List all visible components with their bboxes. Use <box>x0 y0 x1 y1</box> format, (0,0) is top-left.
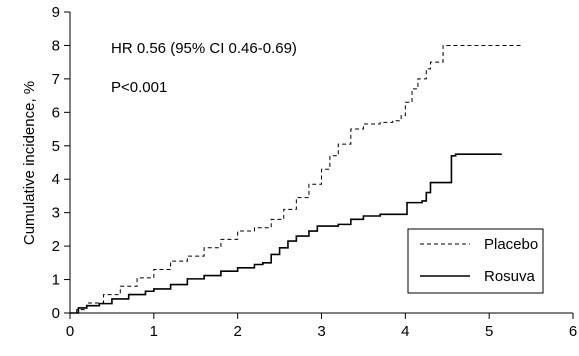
axis-ticks: 0 1 2 3 4 5 6 7 8 9 0 1 2 3 4 5 6 <box>52 4 578 340</box>
series-line-rosuva <box>70 153 502 314</box>
x-tick-label: 6 <box>569 323 577 340</box>
x-tick-label: 3 <box>317 323 325 340</box>
y-tick-label: 7 <box>52 71 60 88</box>
legend-rosuva-label: Rosuva <box>484 268 536 285</box>
y-tick-label: 3 <box>52 205 60 222</box>
y-tick-label: 9 <box>52 4 60 21</box>
y-tick-label: 8 <box>52 37 60 54</box>
series-line-placebo <box>70 44 523 314</box>
y-tick-label: 6 <box>52 104 60 121</box>
legend: Placebo Rosuva <box>407 228 544 294</box>
y-tick-label: 0 <box>52 305 60 322</box>
y-tick-label: 5 <box>52 138 60 155</box>
hazard-ratio-annotation: HR 0.56 (95% CI 0.46-0.69) <box>111 40 297 57</box>
y-tick-label: 2 <box>52 238 60 255</box>
y-axis-title: Cumulative incidence, % <box>21 81 38 245</box>
p-value-annotation: P<0.001 <box>111 79 167 96</box>
legend-box <box>407 228 544 294</box>
x-tick-label: 5 <box>485 323 493 340</box>
x-tick-label: 2 <box>233 323 241 340</box>
y-tick-label: 1 <box>52 272 60 289</box>
series-layer <box>70 44 523 314</box>
x-tick-label: 0 <box>66 323 74 340</box>
y-tick-label: 4 <box>52 171 60 188</box>
x-tick-label: 1 <box>150 323 158 340</box>
legend-placebo-label: Placebo <box>484 236 538 253</box>
x-tick-label: 4 <box>401 323 409 340</box>
